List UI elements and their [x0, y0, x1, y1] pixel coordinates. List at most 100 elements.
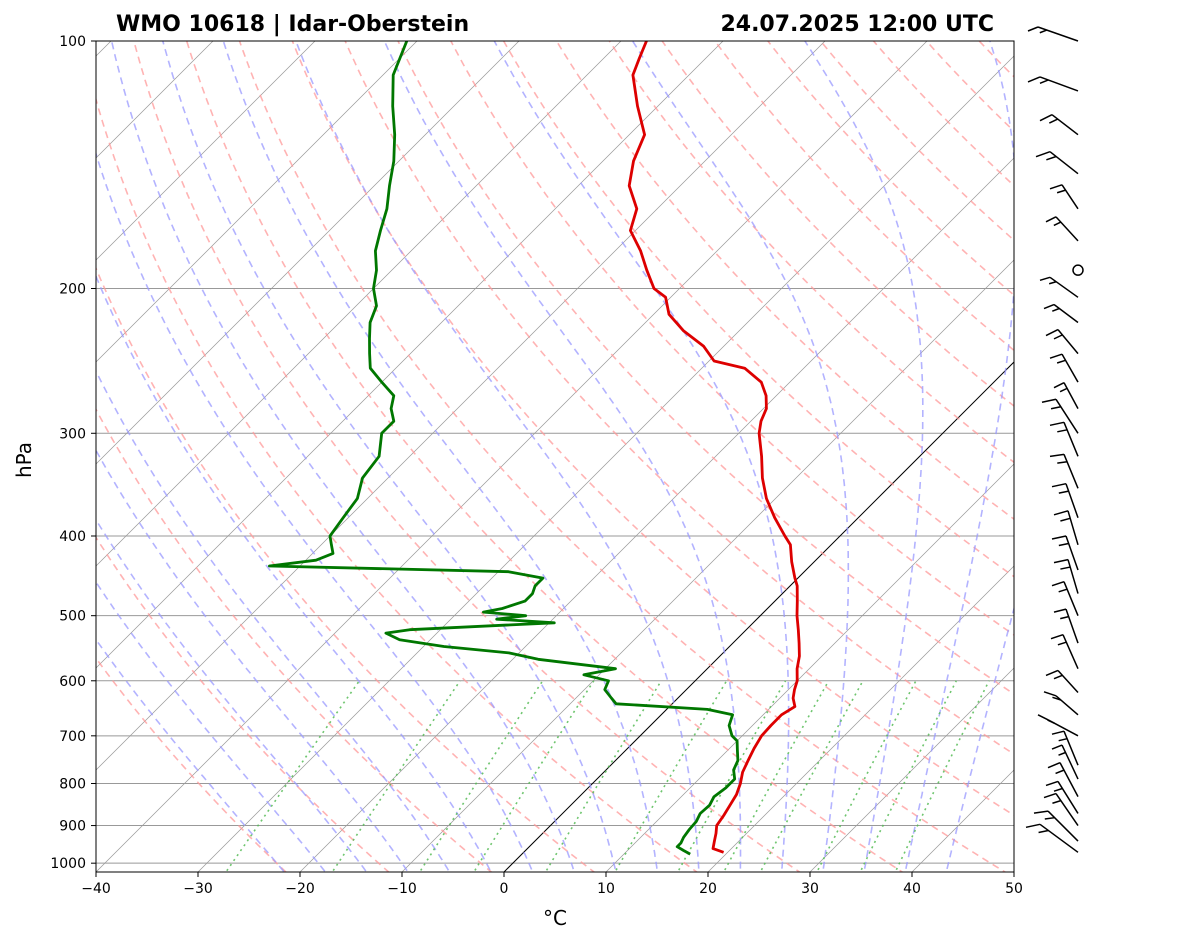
wind-barb [1047, 761, 1079, 798]
wind-barb [1027, 26, 1079, 42]
wind-barb-flag [1053, 787, 1063, 792]
wind-barb-staff [1039, 823, 1079, 853]
dry-adiabat-line [661, 41, 1014, 408]
wind-barb-flag [1058, 588, 1068, 593]
wind-barb-flag [1052, 799, 1062, 804]
wind-barb [1051, 482, 1079, 518]
wind-barb-staff [1065, 483, 1079, 518]
wind-barb [1027, 76, 1079, 92]
wind-barb [1037, 714, 1079, 737]
wind-barb-flag [1056, 359, 1066, 364]
dry-adiabat-line [1066, 23, 1181, 881]
wind-barb-staff [1063, 454, 1079, 489]
wind-barb-flag [1027, 76, 1041, 83]
wind-barb-flag [1039, 29, 1048, 34]
wind-barb [1051, 730, 1079, 766]
wind-barb-flag [1051, 482, 1067, 488]
wind-barb-staff [1039, 76, 1079, 92]
wind-barb-staff [1055, 216, 1079, 242]
x-tick-label: −10 [387, 881, 417, 897]
wind-barb-staff [1051, 114, 1079, 136]
wind-barb-flag [1049, 421, 1065, 427]
x-axis-label: °C [543, 906, 567, 930]
wind-barb-flag [1043, 303, 1055, 310]
wind-barb-flag [1044, 816, 1055, 820]
wind-barb-staff [1063, 422, 1079, 457]
moist-adiabat-line [96, 580, 327, 872]
wind-barb-flag [1057, 429, 1068, 433]
wind-barb-flag [1037, 714, 1049, 721]
wind-barb [1051, 580, 1079, 616]
wind-barb-staff [1057, 329, 1079, 355]
wind-barb-flag [1059, 387, 1068, 393]
moist-adiabat-line [631, 41, 850, 872]
wind-barb [1053, 558, 1079, 594]
moist-adiabat-line [804, 41, 924, 872]
isotherm-line [1013, 871, 1014, 872]
wind-barb [1045, 328, 1079, 355]
wind-barb [1053, 608, 1079, 644]
wind-barb-flag [1041, 398, 1057, 404]
wind-barb-staff [1053, 303, 1079, 324]
dry-adiabat-line [925, 41, 1014, 133]
wind-barb [1041, 398, 1079, 434]
dry-adiabat-line [608, 41, 1014, 464]
wind-barb-flag [1049, 453, 1065, 458]
wind-barb-flag [1033, 810, 1049, 814]
moist-adiabat-line [96, 638, 286, 872]
wind-barb-flag [1053, 334, 1063, 340]
x-tick-label: −40 [81, 881, 111, 897]
dry-adiabat-line [96, 266, 596, 872]
wind-barb-flag [1045, 328, 1059, 337]
y-axis-label: hPa [12, 442, 36, 478]
wind-barb-flag [1039, 114, 1053, 122]
wind-barb-flag [1053, 510, 1069, 516]
wind-barb-staff [1065, 535, 1079, 571]
wind-barb-staff [1059, 762, 1079, 798]
wind-barb [1049, 184, 1079, 210]
moist-adiabat-line [383, 41, 742, 872]
wind-barb-staff [1057, 781, 1079, 814]
isotherm-line [299, 157, 1014, 872]
wind-barb-staff [1063, 730, 1079, 766]
moist-adiabat-line [945, 605, 1014, 872]
wind-barb-flag [1057, 461, 1068, 464]
wind-barb-staff [1065, 608, 1079, 644]
isotherm-line [707, 565, 1014, 872]
isotherm-line [197, 55, 1014, 872]
wind-barb [1049, 453, 1079, 489]
wind-barbs [1025, 26, 1084, 853]
isotherm-line [96, 41, 316, 261]
dry-adiabat-line [502, 41, 1014, 578]
wind-barb [1053, 510, 1079, 546]
wind-barb [1072, 264, 1084, 276]
dewpoint-profile-line [268, 41, 740, 856]
wind-barb-staff [1067, 559, 1079, 594]
wind-barb-flag [1058, 751, 1066, 756]
wind-barb-staff [1062, 634, 1079, 669]
x-tick-label: 0 [500, 881, 509, 897]
x-tick-label: 20 [699, 881, 717, 897]
y-tick-label: 900 [59, 819, 86, 835]
wind-barb-staff [1037, 26, 1079, 42]
wind-barb-flag [1038, 829, 1049, 834]
x-tick-label: −30 [183, 881, 213, 897]
wind-barb-flag [1056, 189, 1066, 194]
wind-barb-flag [1050, 406, 1061, 410]
wind-barb-staff [1055, 398, 1079, 434]
wind-barb-staff [1067, 510, 1079, 546]
wind-barb [1051, 744, 1079, 780]
wind-barb [1050, 633, 1079, 669]
mixing-ratio-line [894, 680, 990, 872]
moist-adiabat-line [96, 151, 534, 872]
wind-barb-flag [1048, 280, 1057, 285]
x-tick-label: 40 [903, 881, 921, 897]
moist-adiabat-line [96, 274, 492, 872]
wind-barb-flag [1045, 216, 1057, 223]
dry-adiabat-line [397, 41, 1014, 695]
wind-barb-flag [1051, 580, 1065, 587]
wind-barb [1045, 216, 1079, 242]
wind-barb-staff [1063, 382, 1079, 410]
y-tick-label: 700 [59, 729, 86, 745]
wind-barb [1043, 691, 1079, 716]
